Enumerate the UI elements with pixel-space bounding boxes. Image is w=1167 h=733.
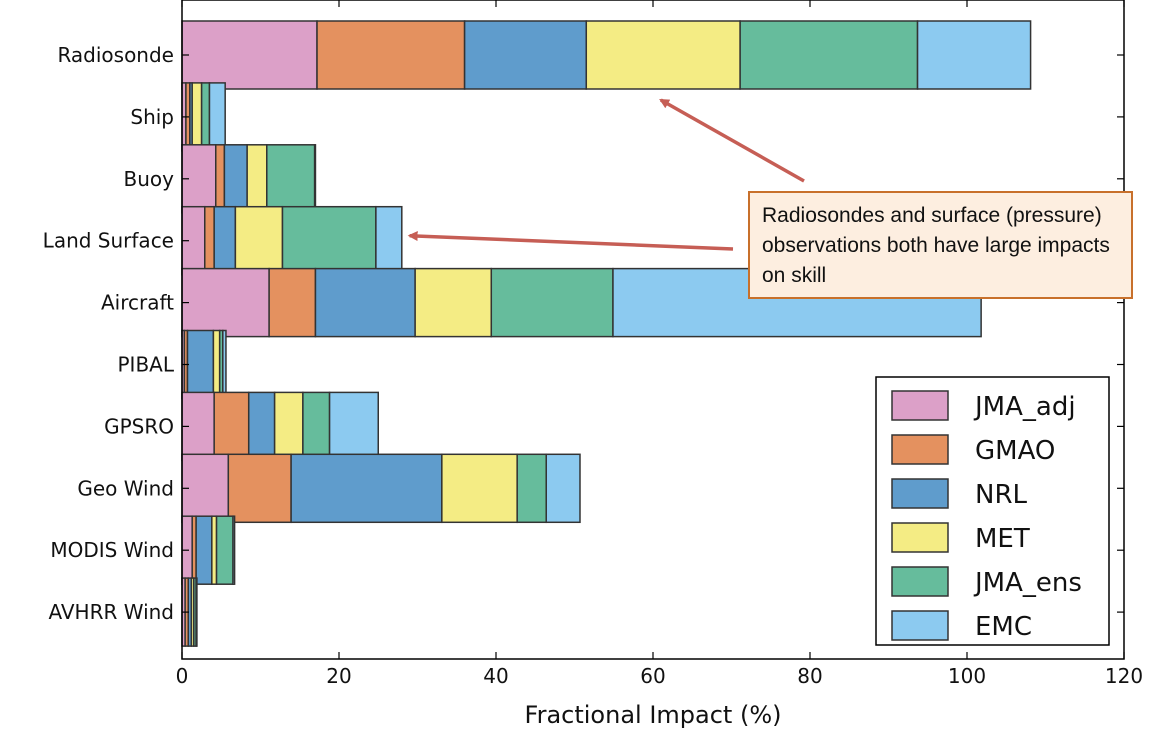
category-label: Buoy: [124, 167, 175, 191]
annotation-text: Radiosondes and surface (pressure) obser…: [762, 204, 1110, 287]
bar-ship-jma-ens: [200, 82, 211, 152]
x-tick-label: 120: [1105, 664, 1143, 688]
legend-swatch-emc: [891, 610, 949, 641]
legend-swatch-jma-ens: [891, 566, 949, 597]
category-labels: Radiosonde Ship Buoy Land Surface Aircraft PI…: [43, 43, 175, 624]
bar-modis-wind-emc: [232, 515, 236, 585]
x-axis-label: Fractional Impact (%): [525, 701, 782, 729]
x-tick-label: 40: [483, 664, 508, 688]
legend: JMA_adj GMAO NRL MET JMA_ens EMC: [875, 376, 1110, 646]
category-label: GPSRO: [104, 414, 174, 438]
annotation-arrow: [407, 231, 734, 251]
category-label: PIBAL: [117, 353, 174, 377]
category-label: Radiosonde: [57, 43, 174, 67]
x-tick-label: 60: [640, 664, 665, 688]
bar-buoy-jma-ens: [266, 144, 316, 214]
bar-geo-wind-nrl: [290, 453, 443, 524]
category-label: Ship: [130, 105, 174, 129]
bar-geo-wind-gmao: [227, 453, 292, 524]
bar-ship-emc: [208, 82, 226, 152]
annotation-arrows: [407, 98, 805, 251]
bar-buoy-nrl: [223, 144, 248, 214]
x-tick-label: 80: [797, 664, 822, 688]
x-tick-label: 100: [948, 664, 986, 688]
bar-aircraft-gmao: [268, 267, 317, 338]
bar-land-surface-gmao: [204, 205, 215, 276]
legend-frame: [875, 376, 1110, 646]
legend-label-emc: EMC: [975, 612, 1032, 642]
bar-gpsro-met: [273, 391, 304, 462]
bar-gpsro-emc: [328, 391, 379, 462]
bar-land-surface-met: [234, 205, 284, 276]
bar-land-surface-emc: [375, 205, 403, 276]
legend-label-met: MET: [975, 524, 1030, 554]
bar-aircraft-jma-ens: [490, 267, 614, 338]
bar-pibal-emc: [222, 329, 227, 400]
legend-swatch-gmao: [891, 434, 949, 465]
bar-radiosonde-jma-ens: [739, 20, 919, 90]
legend-label-gmao: GMAO: [975, 436, 1055, 466]
bar-modis-wind-jma-ens: [215, 515, 234, 585]
category-label: Geo Wind: [77, 476, 174, 500]
bar-radiosonde-nrl: [463, 20, 588, 90]
bar-modis-wind-nrl: [195, 515, 213, 585]
bar-avhrr-wind-emc: [195, 577, 198, 647]
annotation-box: Radiosondes and surface (pressure) obser…: [748, 191, 1133, 299]
bar-ship-met: [191, 82, 203, 152]
x-tick-label: 0: [176, 664, 189, 688]
bar-aircraft-met: [414, 267, 493, 338]
bar-geo-wind-jma-ens: [516, 453, 547, 524]
category-label: Land Surface: [43, 229, 174, 253]
bar-gpsro-jma-ens: [302, 391, 331, 462]
bar-radiosonde-emc: [916, 20, 1032, 90]
category-label: MODIS Wind: [50, 538, 174, 562]
category-label: AVHRR Wind: [48, 600, 174, 624]
bars-layer: [181, 20, 1032, 647]
bar-pibal-met: [212, 329, 221, 400]
bar-buoy-met: [246, 144, 268, 214]
bar-buoy-emc: [313, 144, 317, 214]
bar-aircraft-nrl: [314, 267, 416, 338]
legend-label-jma-adj: JMA_adj: [973, 392, 1076, 422]
bar-gpsro-gmao: [213, 391, 250, 462]
bar-radiosonde-gmao: [316, 20, 466, 90]
legend-label-nrl: NRL: [975, 480, 1028, 510]
legend-label-jma-ens: JMA_ens: [973, 568, 1082, 598]
legend-swatch-nrl: [891, 478, 949, 509]
bar-gpsro-nrl: [247, 391, 276, 462]
annotation-arrow: [659, 98, 805, 183]
category-label: Aircraft: [101, 291, 174, 315]
legend-swatch-met: [891, 522, 949, 553]
bar-geo-wind-met: [441, 453, 518, 524]
bar-pibal-nrl: [186, 329, 215, 400]
bar-radiosonde-jma-adj: [181, 20, 318, 90]
bar-radiosonde-met: [585, 20, 741, 90]
bar-land-surface-jma-ens: [281, 205, 377, 276]
bar-geo-wind-emc: [545, 453, 581, 524]
bar-land-surface-nrl: [213, 205, 237, 276]
bar-aircraft-jma-adj: [181, 267, 270, 338]
bar-buoy-gmao: [215, 144, 226, 214]
legend-swatch-jma-adj: [891, 390, 949, 421]
x-tick-label: 20: [326, 664, 351, 688]
